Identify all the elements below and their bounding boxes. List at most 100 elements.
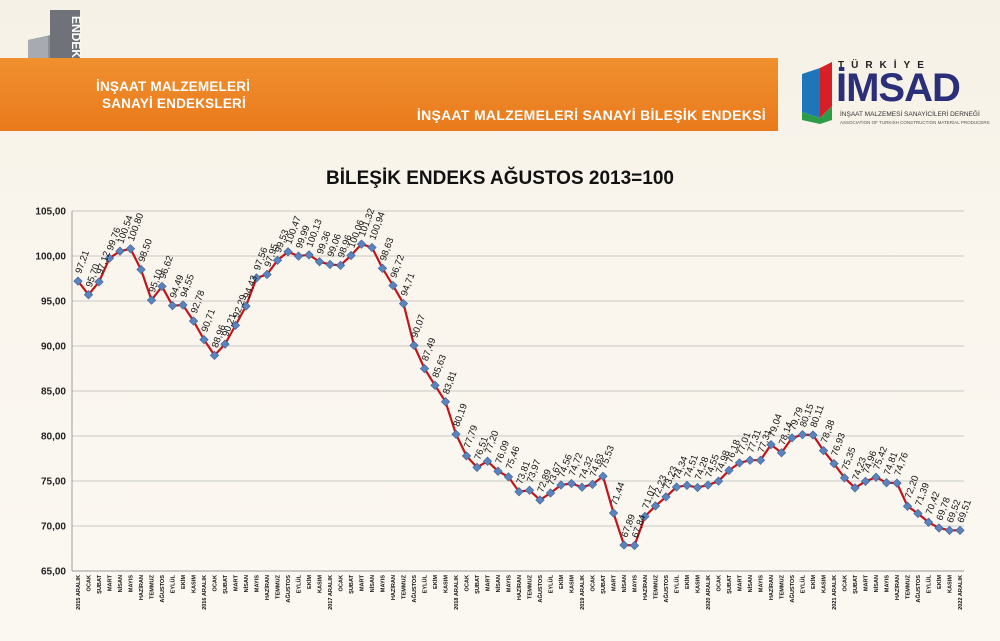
data-point — [640, 511, 650, 521]
x-tick-label: EKİM — [558, 575, 565, 589]
x-tick-label: 2020 ARALIK — [706, 575, 712, 610]
x-tick-label: NİSAN — [369, 575, 376, 592]
data-point — [157, 281, 167, 292]
x-tick-label: AĞUSTOS — [410, 575, 418, 603]
x-tick-label: MART — [612, 574, 618, 591]
data-point — [356, 239, 367, 249]
y-tick-label: 65,00 — [41, 567, 66, 578]
data-point — [346, 250, 356, 261]
x-tick-label: ŞUBAT — [727, 574, 733, 593]
data-point — [304, 250, 314, 260]
x-tick-label: EYLÜL — [800, 574, 807, 593]
data-point — [818, 445, 829, 456]
x-tick-label: MAYIS — [633, 575, 639, 592]
data-point — [829, 459, 839, 469]
x-tick-label: KASIM — [696, 575, 702, 593]
data-point — [514, 487, 524, 497]
data-point — [839, 473, 850, 483]
x-tick-label: EYLÜL — [926, 574, 933, 593]
x-tick-label: NİSAN — [117, 575, 124, 592]
logo-text: ENDEKS — [69, 16, 83, 66]
data-point — [409, 340, 419, 350]
x-tick-label: KASIM — [444, 575, 450, 593]
data-point — [251, 273, 262, 283]
x-tick-label: OCAK — [591, 575, 597, 591]
x-tick-label: EKİM — [684, 575, 691, 589]
y-tick-label: 70,00 — [41, 522, 66, 533]
data-point — [440, 397, 451, 407]
chart-title: BİLEŞİK ENDEKS AĞUSTOS 2013=100 — [326, 168, 674, 189]
brand-country: TÜRKİYE — [838, 60, 931, 71]
x-tick-label: OCAK — [465, 575, 471, 591]
x-tick-label: KASIM — [948, 575, 954, 593]
data-point — [923, 517, 934, 527]
data-point — [241, 301, 251, 311]
x-tick-label: OCAK — [717, 575, 723, 591]
x-tick-label: ŞUBAT — [97, 574, 103, 593]
data-point — [797, 430, 808, 440]
x-tick-label: EKİM — [936, 575, 943, 589]
x-tick-label: MAYIS — [759, 575, 765, 592]
data-point — [335, 260, 346, 270]
data-point — [136, 264, 146, 275]
data-point — [293, 251, 304, 261]
x-tick-label: KASIM — [318, 575, 324, 593]
x-tick-label: KASIM — [822, 575, 828, 593]
data-point — [220, 339, 230, 349]
data-point — [94, 277, 104, 287]
x-tick-label: AĞUSTOS — [284, 575, 292, 603]
x-tick-label: ŞUBAT — [349, 574, 355, 593]
x-tick-label: EYLÜL — [170, 574, 177, 593]
data-label: 98,63 — [378, 236, 396, 262]
banner-right-title: İNŞAAT MALZEMELERİ SANAYİ BİLEŞİK ENDEKS… — [416, 107, 766, 123]
x-tick-label: AĞUSTOS — [788, 575, 796, 603]
data-point — [671, 482, 682, 492]
data-point — [944, 525, 955, 535]
data-point — [787, 433, 797, 443]
x-tick-label: OCAK — [843, 575, 849, 591]
data-label: 97,12 — [94, 250, 112, 276]
x-tick-label: MART — [360, 574, 366, 591]
x-tick-label: MAYIS — [129, 575, 135, 592]
brand-subtitle-en: ASSOCIATION OF TURKISH CONSTRUCTION MATE… — [840, 120, 990, 125]
data-point — [587, 479, 598, 489]
data-label: 83,81 — [441, 370, 459, 396]
x-tick-label: HAZİRAN — [894, 575, 901, 600]
x-tick-label: AĞUSTOS — [536, 575, 544, 603]
y-tick-label: 100,00 — [35, 252, 66, 263]
data-point — [545, 488, 556, 498]
data-point — [419, 363, 430, 374]
x-tick-label: EYLÜL — [674, 574, 681, 593]
data-label: 80,19 — [451, 402, 469, 428]
x-tick-label: 2017 ARALIK — [328, 575, 334, 610]
data-point — [367, 242, 377, 253]
x-tick-label: EYLÜL — [548, 574, 555, 593]
data-point — [398, 298, 409, 309]
x-tick-label: 2022 ARALIK — [958, 575, 964, 610]
data-point — [325, 259, 335, 270]
imsad-logo: TÜRKİYE İMSAD İNŞAAT MALZEMESİ SANAYİCİL… — [798, 60, 990, 130]
x-tick-label: 2021 ARALIK — [832, 575, 838, 610]
data-point — [724, 465, 734, 476]
x-tick-label: NİSAN — [747, 575, 754, 592]
x-tick-label: NİSAN — [495, 575, 502, 592]
data-point — [629, 540, 640, 551]
y-tick-label: 90,00 — [41, 342, 66, 353]
data-label: 98,50 — [136, 237, 154, 263]
x-tick-label: AĞUSTOS — [914, 575, 922, 603]
data-point — [860, 476, 871, 486]
data-point — [776, 448, 787, 458]
y-tick-label: 75,00 — [41, 477, 66, 488]
data-point — [682, 480, 692, 491]
data-point — [83, 290, 94, 300]
data-point — [892, 478, 902, 488]
x-tick-label: TEMMUZ — [402, 574, 408, 599]
x-tick-label: 2018 ARALIK — [454, 575, 460, 610]
x-tick-label: KASIM — [570, 575, 576, 593]
data-point — [755, 455, 766, 465]
x-tick-label: NİSAN — [243, 575, 250, 592]
data-label: 96,72 — [388, 253, 406, 279]
x-tick-label: 2019 ARALIK — [580, 575, 586, 610]
data-point — [188, 316, 199, 326]
